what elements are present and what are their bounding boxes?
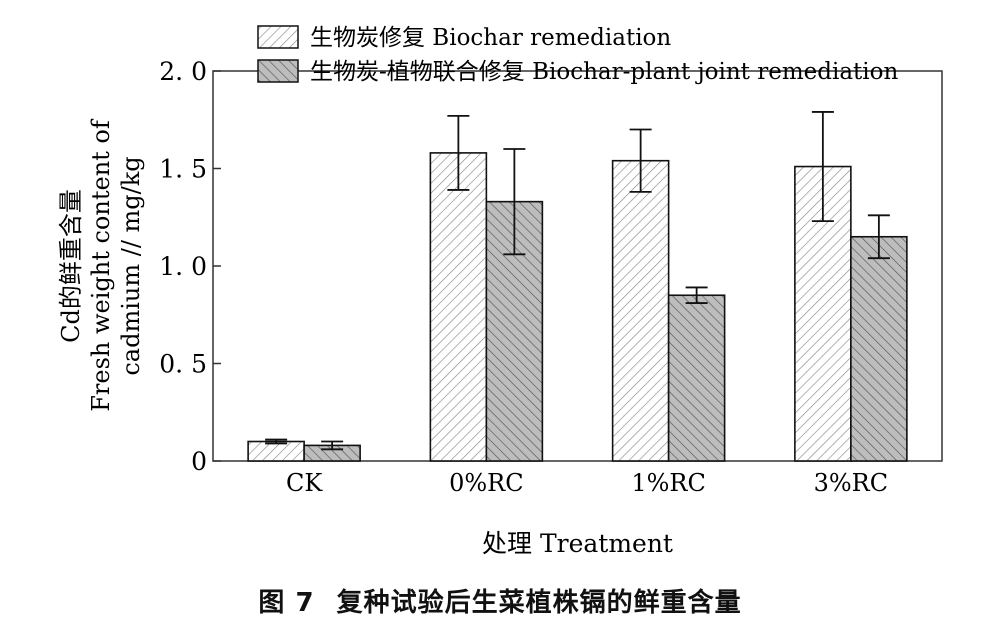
bar	[850, 235, 908, 462]
y-axis-label: Cd的鲜重含量Fresh weight content ofcadmium //…	[57, 118, 145, 412]
x-tick-label: 0%RC	[449, 469, 524, 497]
y-tick-label: 1. 5	[159, 155, 207, 184]
bar	[247, 440, 305, 462]
bar	[667, 294, 726, 462]
x-axis-label: 处理 Treatment	[482, 529, 673, 558]
legend-label: 生物炭-植物联合修复 Biochar-plant joint remediati…	[310, 59, 898, 85]
figure-number: 图 7	[258, 588, 315, 618]
figure-caption: 图 7 复种试验后生菜植株镉的鲜重含量	[0, 582, 1000, 619]
y-tick-label: 0	[191, 447, 207, 476]
x-tick-label: 3%RC	[814, 469, 889, 497]
x-tick-label: 1%RC	[631, 469, 706, 497]
y-tick-label: 2. 0	[159, 57, 207, 86]
y-axis-label-line: cadmium // mg/kg	[117, 156, 145, 375]
y-axis-label-line: Fresh weight content of	[87, 118, 115, 412]
legend-swatch	[257, 59, 299, 83]
y-axis-label-line: Cd的鲜重含量	[57, 189, 85, 343]
bar	[429, 152, 488, 462]
y-tick-label: 1. 0	[159, 252, 207, 281]
legend-label: 生物炭修复 Biochar remediation	[310, 25, 671, 51]
y-tick-label: 0. 5	[159, 350, 207, 379]
bar	[611, 159, 670, 462]
legend-swatch	[257, 25, 299, 49]
legend: 生物炭修复 Biochar remediation 生物炭-植物联合修复 Bioc…	[257, 25, 898, 85]
chart: 0 0. 5 1. 0 1. 5 2. 0 CK 0%RC 1%RC 3%RC 生物炭修复 Bi…	[57, 25, 943, 558]
figure-title: 复种试验后生菜植株镉的鲜重含量	[336, 588, 742, 618]
x-tick-label: CK	[286, 469, 323, 497]
